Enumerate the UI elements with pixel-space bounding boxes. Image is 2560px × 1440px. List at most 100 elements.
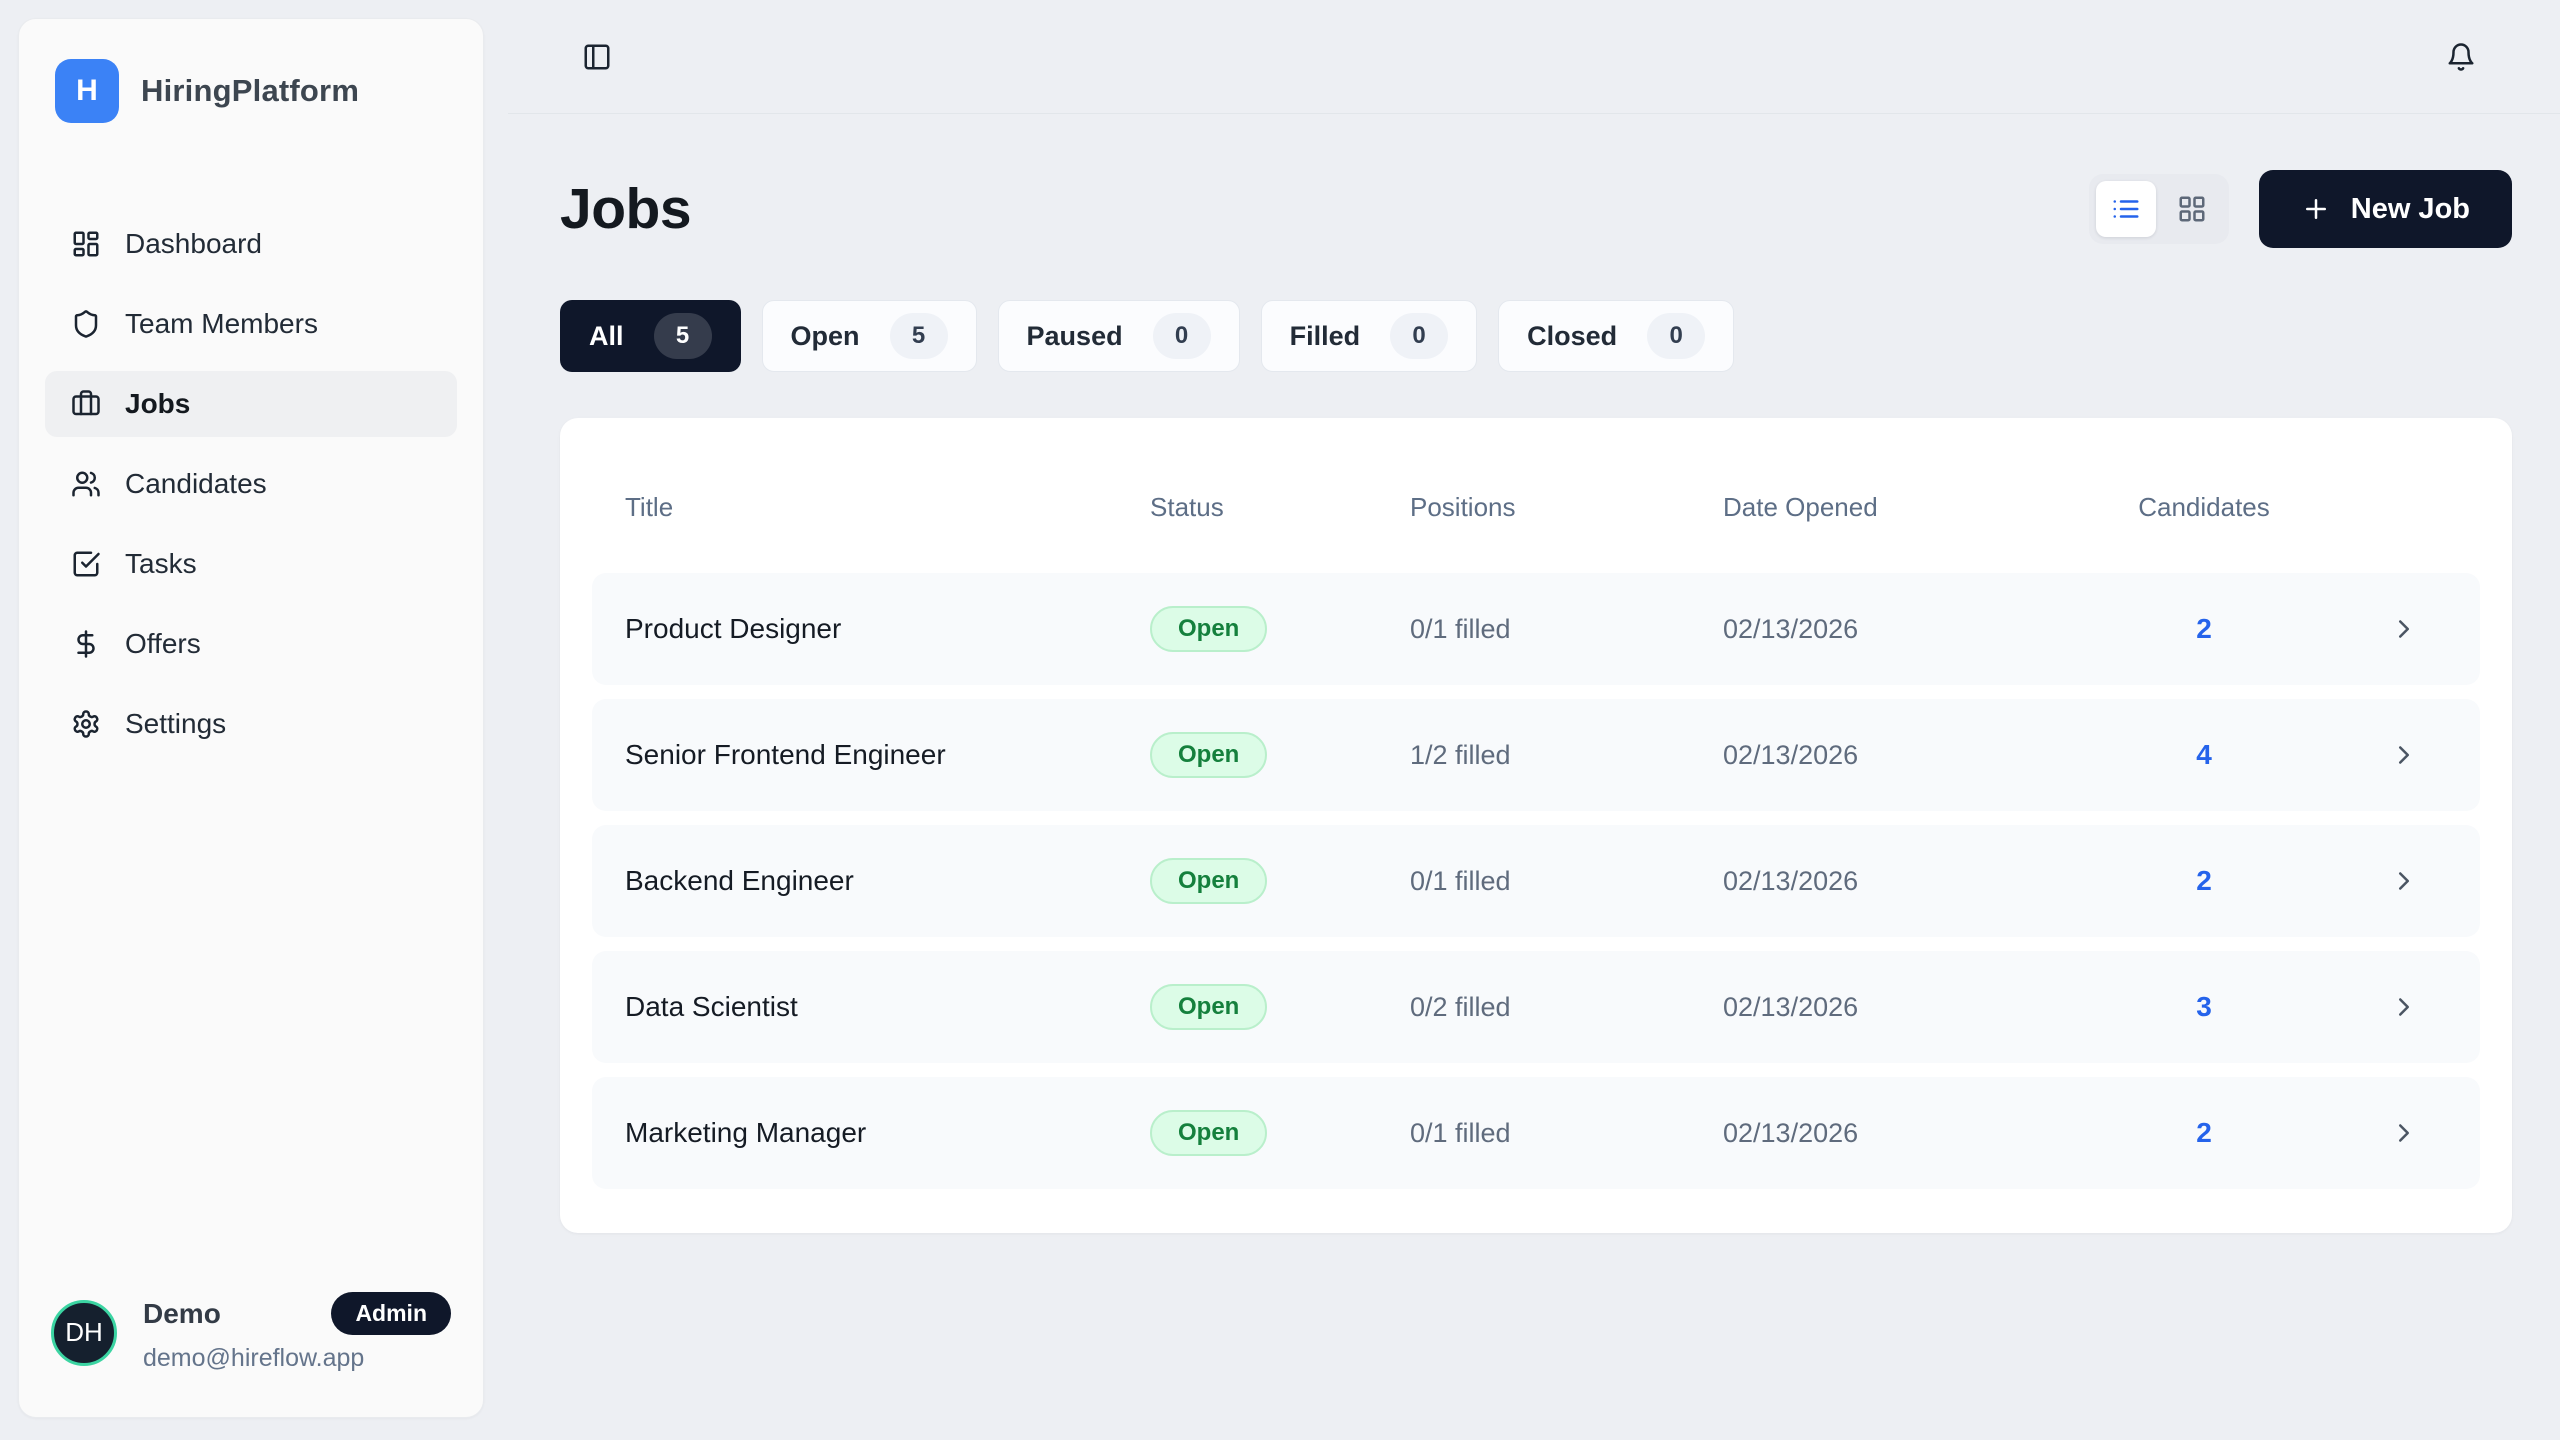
candidates-count-link[interactable]: 2 <box>2196 865 2212 896</box>
sidebar-item-candidates[interactable]: Candidates <box>45 451 457 517</box>
candidates-count-link[interactable]: 4 <box>2196 739 2212 770</box>
heading-actions: New Job <box>2088 170 2512 248</box>
chevron-right-icon[interactable] <box>2279 614 2447 644</box>
filter-tab-all[interactable]: All 5 <box>560 300 741 372</box>
filter-tab-filled[interactable]: Filled 0 <box>1260 300 1478 372</box>
table-row[interactable]: Backend Engineer Open 0/1 filled 02/13/2026… <box>592 825 2480 937</box>
sidebar-item-label: Jobs <box>125 388 191 419</box>
column-header-candidates: Candidates <box>2138 492 2270 522</box>
users-icon <box>71 469 101 499</box>
heading-row: Jobs <box>560 170 2512 248</box>
candidates-count-link[interactable]: 3 <box>2196 991 2212 1022</box>
filter-tab-count-badge: 0 <box>1390 313 1449 359</box>
column-header-date-opened: Date Opened <box>1723 492 1878 522</box>
layout-grid-icon <box>2177 194 2207 224</box>
table-row[interactable]: Marketing Manager Open 0/1 filled 02/13/202… <box>592 1077 2480 1189</box>
briefcase-icon <box>71 389 101 419</box>
brand: H HiringPlatform <box>45 59 457 123</box>
table-row[interactable]: Senior Frontend Engineer Open 1/2 filled 02… <box>592 699 2480 811</box>
status-badge: Open <box>1150 1110 1268 1156</box>
positions-filled: 0/1 filled <box>1410 1117 1511 1148</box>
filter-tab-count-badge: 5 <box>653 313 712 359</box>
table-body: Product Designer Open 0/1 filled 02/13/2026… <box>592 573 2480 1189</box>
status-badge: Open <box>1150 732 1268 778</box>
sidebar-item-team-members[interactable]: Team Members <box>45 291 457 357</box>
column-header-positions: Positions <box>1410 492 1516 522</box>
status-badge: Open <box>1150 858 1268 904</box>
date-opened: 02/13/2026 <box>1723 1117 1859 1148</box>
brand-logo: H <box>55 59 119 123</box>
brand-logo-letter: H <box>76 74 98 107</box>
status-badge: Open <box>1150 606 1268 652</box>
panel-left-icon <box>582 42 612 72</box>
date-opened: 02/13/2026 <box>1723 739 1859 770</box>
view-toggle <box>2088 174 2229 244</box>
candidates-count-link[interactable]: 2 <box>2196 1117 2212 1148</box>
bell-icon <box>2446 42 2476 72</box>
table-row[interactable]: Product Designer Open 0/1 filled 02/13/2026… <box>592 573 2480 685</box>
list-icon <box>2111 194 2141 224</box>
list-view-button[interactable] <box>2095 181 2156 237</box>
grid-view-button[interactable] <box>2162 181 2222 237</box>
filter-tab-closed[interactable]: Closed 0 <box>1498 300 1735 372</box>
filter-tab-open[interactable]: Open 5 <box>761 300 977 372</box>
notifications-button[interactable] <box>2438 34 2484 80</box>
sidebar-item-tasks[interactable]: Tasks <box>45 531 457 597</box>
job-title: Backend Engineer <box>625 865 854 896</box>
filter-tab-paused[interactable]: Paused 0 <box>997 300 1240 372</box>
table-header: Title Status Positions Date Opened Candidate… <box>592 418 2480 573</box>
filter-tab-label: Filled <box>1289 320 1361 351</box>
status-cell: Open <box>1150 858 1410 904</box>
sidebar: H HiringPlatform Dashboard Team Members Jo… <box>18 18 484 1418</box>
chevron-right-icon[interactable] <box>2279 992 2447 1022</box>
column-header-status: Status <box>1150 492 1224 522</box>
status-cell: Open <box>1150 732 1410 778</box>
positions-filled: 0/1 filled <box>1410 613 1511 644</box>
sidebar-item-offers[interactable]: Offers <box>45 611 457 677</box>
status-cell: Open <box>1150 984 1410 1030</box>
sidebar-item-label: Dashboard <box>125 228 262 259</box>
chevron-right-icon[interactable] <box>2279 1118 2447 1148</box>
candidates-cell: 2 <box>2129 865 2279 897</box>
new-job-label: New Job <box>2350 192 2470 225</box>
sidebar-item-label: Team Members <box>125 308 318 339</box>
sidebar-item-settings[interactable]: Settings <box>45 691 457 757</box>
dollar-sign-icon <box>71 629 101 659</box>
user-meta: Demo Admin demo@hireflow.app <box>143 1292 451 1373</box>
date-opened: 02/13/2026 <box>1723 991 1859 1022</box>
sidebar-item-dashboard[interactable]: Dashboard <box>45 211 457 277</box>
column-header-title: Title <box>625 492 674 522</box>
candidates-cell: 2 <box>2129 613 2279 645</box>
user-top: Demo Admin <box>143 1292 451 1335</box>
sidebar-item-label: Offers <box>125 628 201 659</box>
candidates-cell: 4 <box>2129 739 2279 771</box>
table-row[interactable]: Data Scientist Open 0/2 filled 02/13/2026 3 <box>592 951 2480 1063</box>
status-badge: Open <box>1150 984 1268 1030</box>
filter-tab-label: All <box>589 320 624 351</box>
date-opened: 02/13/2026 <box>1723 613 1859 644</box>
chevron-right-icon[interactable] <box>2279 740 2447 770</box>
sidebar-item-label: Settings <box>125 708 227 739</box>
sidebar-toggle-button[interactable] <box>574 34 620 80</box>
candidates-cell: 2 <box>2129 1117 2279 1149</box>
sidebar-item-label: Tasks <box>125 548 197 579</box>
new-job-button[interactable]: New Job <box>2258 170 2512 248</box>
status-cell: Open <box>1150 606 1410 652</box>
plus-icon <box>2301 194 2331 224</box>
sidebar-item-jobs[interactable]: Jobs <box>45 371 457 437</box>
chevron-right-icon[interactable] <box>2279 866 2447 896</box>
filter-tab-count-badge: 0 <box>1152 313 1211 359</box>
user-card[interactable]: DH Demo Admin demo@hireflow.app <box>45 1292 457 1373</box>
positions-filled: 1/2 filled <box>1410 739 1511 770</box>
status-filter-tabs: All 5 Open 5 Paused 0 Filled 0 Closed 0 <box>560 300 2512 372</box>
jobs-table: Title Status Positions Date Opened Candidate… <box>560 418 2512 1233</box>
avatar-initials: DH <box>65 1317 103 1347</box>
user-name: Demo <box>143 1297 221 1329</box>
check-square-icon <box>71 549 101 579</box>
positions-filled: 0/2 filled <box>1410 991 1511 1022</box>
job-title: Data Scientist <box>625 991 798 1022</box>
settings-icon <box>71 709 101 739</box>
filter-tab-label: Paused <box>1026 320 1123 351</box>
filter-tab-count-badge: 5 <box>889 313 948 359</box>
candidates-count-link[interactable]: 2 <box>2196 613 2212 644</box>
